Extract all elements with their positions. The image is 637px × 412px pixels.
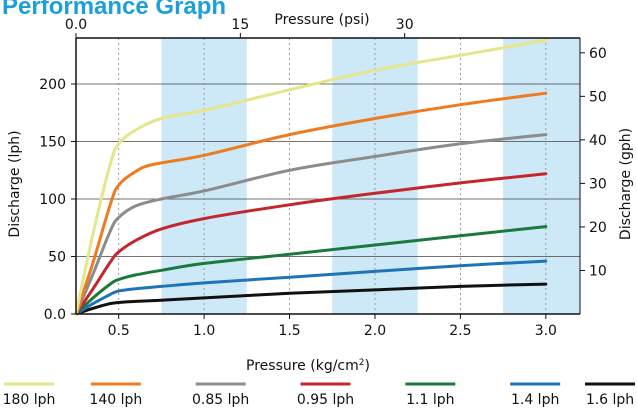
bottom-axis-label: Pressure (kg/cm2) [246, 358, 370, 374]
legend-label: 180 lph [3, 392, 56, 408]
legend-label: 0.85 lph [192, 392, 249, 408]
series-line [74, 133, 548, 316]
right-axis-label: Discharge (gph) [618, 128, 634, 240]
y2-tick-label: 20 [589, 220, 607, 236]
tick-labels: 0.5 1.0 1.5 2.0 2.5 3.0 0.0 50 100 150 200 0.0 15 30 1… [39, 17, 607, 339]
y-tick-label: 0.0 [44, 307, 66, 323]
series-line [74, 38, 548, 316]
left-axis-label: Discharge (lph) [7, 130, 23, 237]
y-tick-label: 150 [39, 135, 66, 151]
bottom-axis-label-sup: 2 [359, 358, 365, 368]
x-tick-label: 1.0 [193, 323, 215, 339]
x-tick-label: 2.0 [364, 323, 386, 339]
x2-tick-label: 15 [231, 17, 249, 33]
top-axis-label: Pressure (psi) [274, 12, 369, 28]
y2-tick-label: 30 [589, 176, 607, 192]
x-tick-label: 3.0 [535, 323, 557, 339]
series-lines [74, 38, 548, 316]
legend-label: 1.1 lph [406, 392, 454, 408]
x-tick-label: 1.5 [278, 323, 300, 339]
series-line [74, 172, 548, 316]
x2-tick-label: 0.0 [65, 17, 87, 33]
x2-tick-label: 30 [396, 17, 414, 33]
legend-label: 1.4 lph [511, 392, 559, 408]
y2-tick-label: 40 [589, 133, 607, 149]
legend-label: 1.6 lph [586, 392, 634, 408]
y-tick-label: 100 [39, 192, 66, 208]
axes [71, 33, 585, 319]
series-line [74, 259, 548, 316]
series-line [74, 225, 548, 316]
y2-tick-label: 50 [589, 89, 607, 105]
chart-title: Performance Graph [2, 0, 226, 20]
legend-label: 140 lph [89, 392, 142, 408]
y-tick-label: 50 [48, 250, 66, 266]
x-tick-label: 2.5 [449, 323, 471, 339]
legend: 180 lph 140 lph 0.85 lph 0.95 lph 1.1 lph 1.4… [3, 382, 635, 408]
bottom-axis-label-close: ) [365, 358, 370, 374]
bottom-axis-label-text: Pressure (kg/cm [246, 358, 359, 374]
series-line [74, 91, 548, 316]
series-line [74, 282, 548, 316]
y-tick-label: 200 [39, 77, 66, 93]
y2-tick-label: 60 [589, 46, 607, 62]
grid-lines [76, 38, 580, 314]
x-tick-label: 0.5 [108, 323, 130, 339]
y2-tick-label: 10 [589, 263, 607, 279]
legend-label: 0.95 lph [297, 392, 354, 408]
